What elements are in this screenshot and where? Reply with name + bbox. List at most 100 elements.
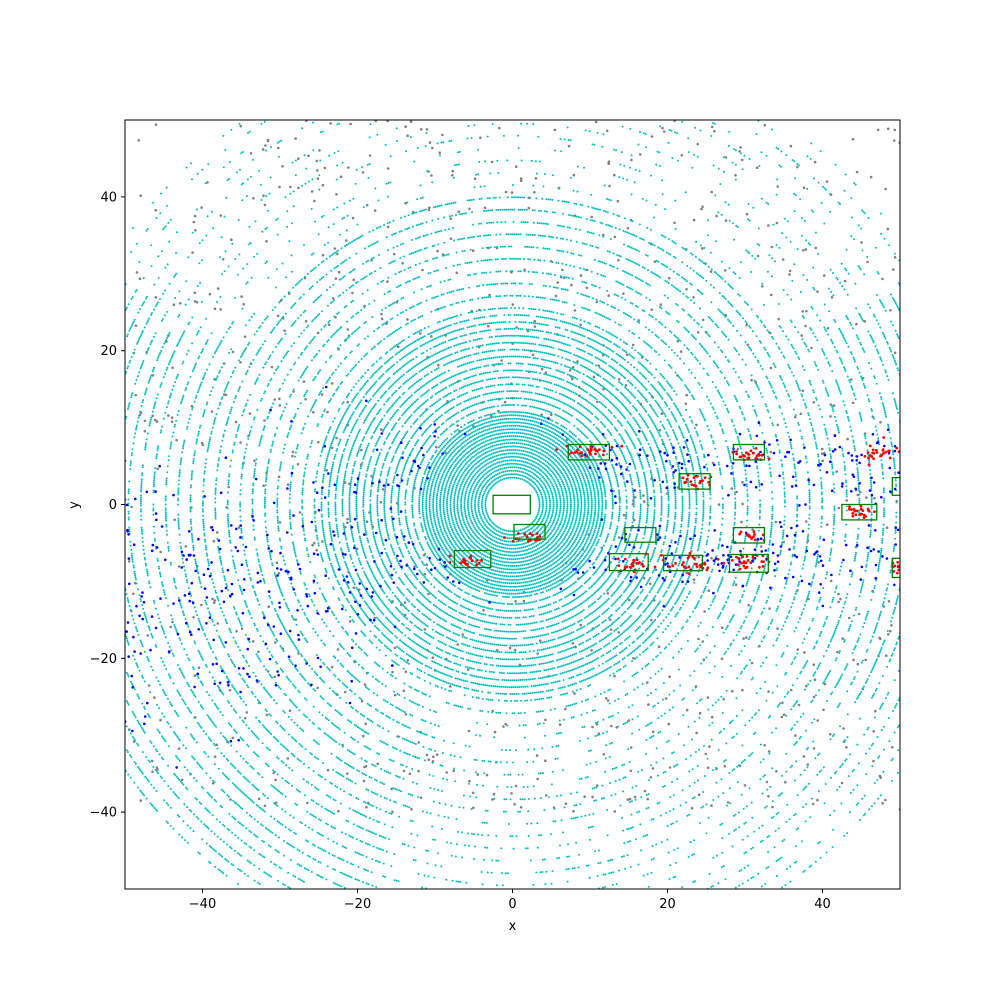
gray-point — [572, 173, 576, 177]
ground-point — [494, 430, 497, 432]
ground-point — [482, 492, 485, 495]
ground-point — [434, 521, 437, 524]
ground-point — [561, 589, 564, 592]
ground-point — [487, 413, 490, 416]
ground-point — [497, 584, 500, 587]
ground-point — [424, 441, 427, 444]
gray-point — [843, 279, 847, 283]
ground-point — [600, 493, 603, 496]
ground-point — [535, 556, 538, 559]
ground-point — [588, 534, 591, 537]
gray-point — [310, 190, 314, 193]
ground-point — [561, 417, 564, 420]
ground-point — [559, 464, 562, 467]
ground-point — [469, 481, 471, 484]
ground-point — [555, 497, 558, 500]
ground-point — [523, 567, 526, 570]
gray-point — [788, 269, 792, 273]
ground-point — [489, 431, 491, 434]
ground-point — [578, 538, 581, 541]
ground-point — [443, 479, 446, 482]
ground-point — [456, 501, 459, 504]
ground-point — [595, 481, 598, 484]
ground-point — [541, 495, 543, 498]
gray-point — [720, 657, 724, 661]
gray-point — [617, 570, 621, 574]
ground-point — [481, 442, 484, 444]
ground-point — [493, 466, 496, 469]
ground-point — [445, 459, 448, 462]
ground-point — [502, 470, 505, 473]
ground-point — [411, 504, 414, 507]
ground-point — [461, 539, 464, 542]
ground-point — [460, 497, 463, 500]
gray-point — [365, 203, 369, 207]
ground-point — [575, 487, 577, 490]
gray-point — [451, 169, 455, 173]
ground-point — [571, 487, 574, 490]
ground-point — [541, 569, 544, 572]
ground-point — [529, 405, 532, 408]
ground-point — [531, 546, 534, 549]
gray-point — [171, 366, 174, 370]
ground-point — [556, 584, 559, 587]
ground-point — [476, 428, 479, 431]
ground-point — [580, 507, 583, 510]
ground-point — [453, 496, 456, 499]
ground-point — [479, 463, 482, 466]
ground-point — [453, 473, 456, 476]
ground-point — [576, 427, 579, 430]
ground-point — [413, 546, 416, 549]
ground-point — [473, 526, 476, 529]
ground-point — [537, 518, 540, 521]
ground-point — [478, 559, 481, 562]
ground-point — [530, 448, 532, 451]
ground-point — [463, 423, 466, 426]
ground-point — [553, 458, 556, 461]
gray-point — [855, 170, 859, 174]
ground-point — [593, 529, 596, 532]
ground-point — [580, 534, 583, 537]
ground-point — [428, 470, 431, 473]
ground-point — [549, 450, 552, 453]
ground-point — [553, 405, 555, 408]
ground-point — [487, 585, 490, 588]
ground-point — [485, 551, 488, 554]
ground-point — [590, 501, 593, 504]
ground-point — [458, 450, 460, 452]
ground-point — [585, 426, 588, 429]
ground-point — [492, 576, 495, 579]
ground-point — [543, 515, 546, 518]
ground-point — [534, 578, 537, 581]
ground-point — [566, 462, 569, 465]
ground-point — [559, 547, 562, 550]
ground-point — [564, 487, 567, 490]
ground-point — [531, 586, 534, 589]
ground-point — [473, 430, 475, 433]
ground-point — [485, 467, 488, 470]
ground-point — [549, 584, 552, 587]
ground-point — [504, 449, 507, 452]
ground-point — [496, 436, 499, 439]
ground-point — [481, 401, 484, 404]
ground-point — [479, 423, 482, 426]
ground-point — [469, 462, 472, 465]
ground-point — [518, 459, 521, 462]
ground-point — [529, 459, 532, 462]
ground-point — [548, 596, 551, 598]
ground-point — [562, 425, 564, 428]
ground-point — [580, 497, 583, 500]
ground-point — [439, 526, 442, 529]
ground-point — [523, 429, 526, 431]
ground-point — [573, 532, 576, 535]
ground-point — [479, 472, 482, 475]
gray-point — [502, 725, 505, 728]
ground-point — [592, 561, 595, 564]
ground-point — [441, 483, 444, 486]
ground-point — [470, 504, 473, 507]
ground-point — [510, 547, 513, 550]
ground-point — [550, 531, 553, 534]
ground-point — [582, 519, 585, 522]
ground-point — [510, 448, 513, 451]
ground-point — [504, 578, 507, 581]
